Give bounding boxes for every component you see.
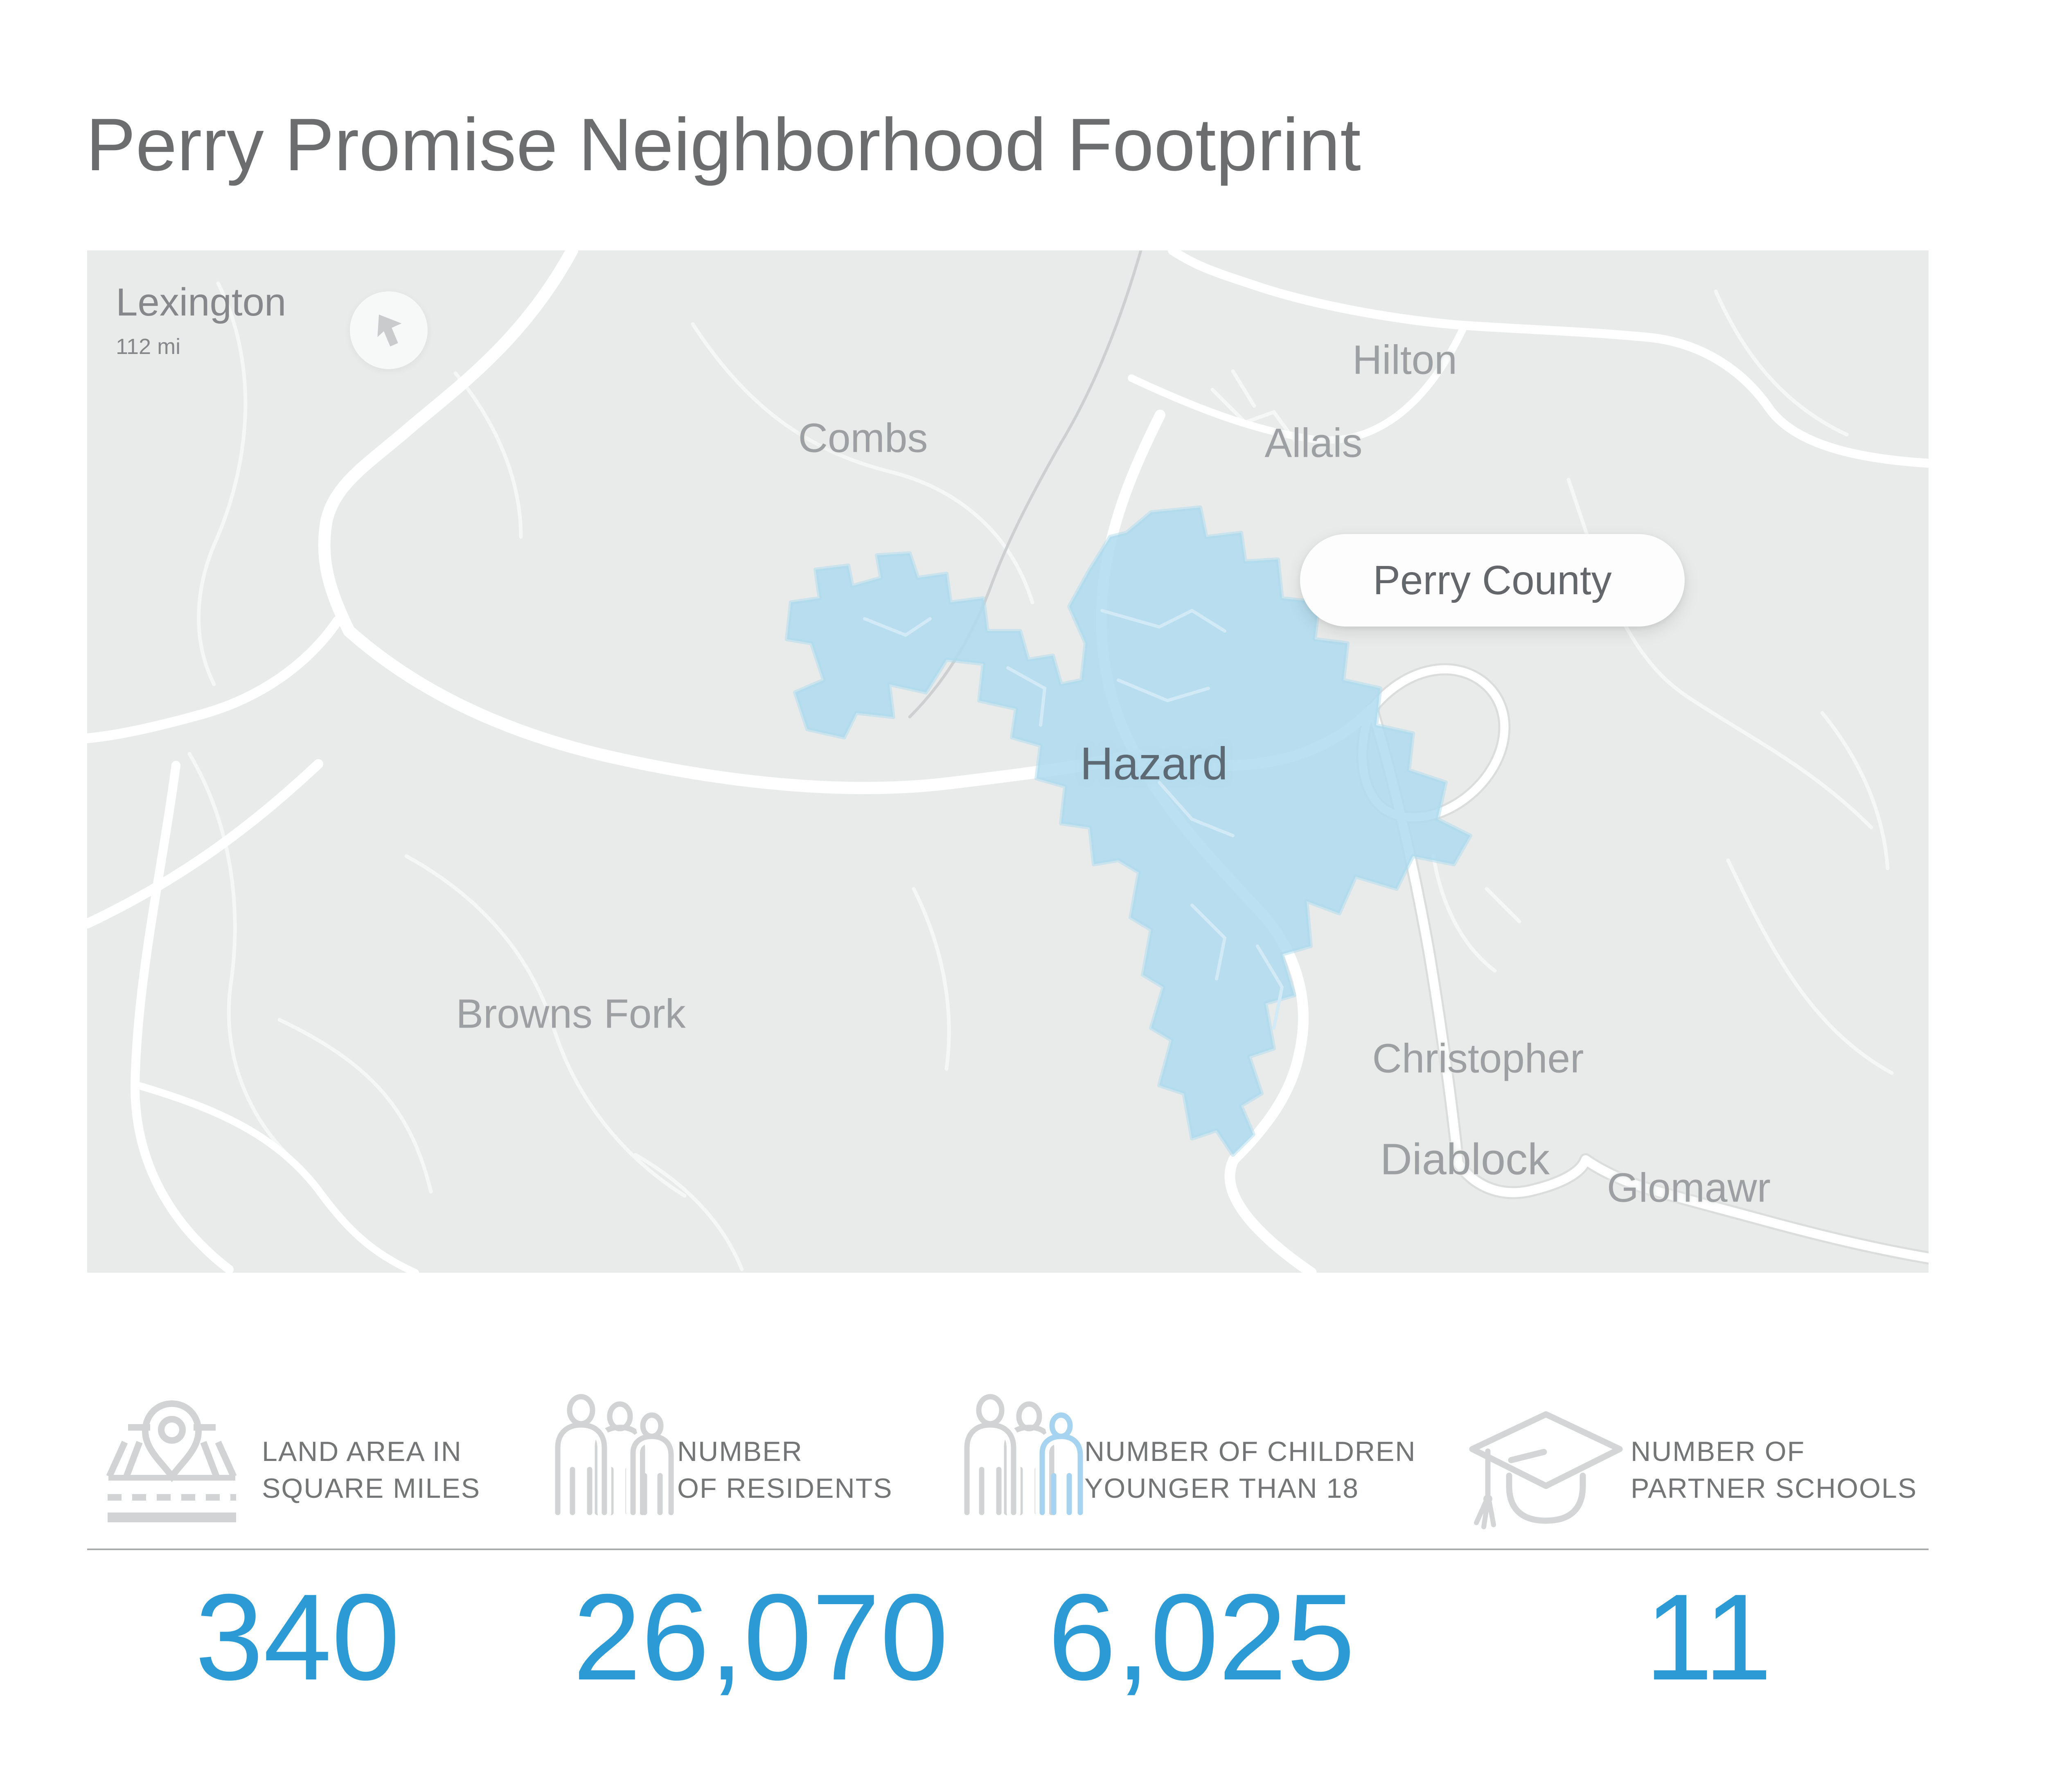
residents-icon bbox=[546, 1390, 681, 1519]
origin-marker: Lexington 112 mi bbox=[116, 280, 286, 359]
county-pill: Perry County bbox=[1300, 534, 1685, 627]
origin-distance-label: 112 mi bbox=[116, 334, 181, 359]
map-label-diablock: Diablock bbox=[1380, 1134, 1550, 1184]
stat-label-line: LAND AREA IN bbox=[262, 1436, 462, 1467]
map-label-hilton: Hilton bbox=[1352, 337, 1457, 383]
stat-label-land-area: LAND AREA IN SQUARE MILES bbox=[262, 1433, 480, 1507]
page-title: Perry Promise Neighborhood Footprint bbox=[86, 103, 1361, 186]
graduation-cap-icon bbox=[1464, 1406, 1628, 1543]
stat-label-partner-schools: NUMBER OF PARTNER SCHOOLS bbox=[1631, 1433, 1917, 1507]
map-label-allais: Allais bbox=[1264, 420, 1363, 466]
stat-value-partner-schools: 11 bbox=[1645, 1568, 1772, 1706]
children-icon bbox=[955, 1390, 1091, 1519]
stat-value-children: 6,025 bbox=[1048, 1568, 1355, 1706]
stat-label-line: YOUNGER THAN 18 bbox=[1084, 1473, 1359, 1504]
county-pill-label: Perry County bbox=[1373, 557, 1612, 603]
map-label-browns-fork: Browns Fork bbox=[456, 991, 686, 1037]
stat-label-line: NUMBER OF CHILDREN bbox=[1084, 1436, 1416, 1467]
map-label-combs: Combs bbox=[798, 415, 928, 461]
stat-label-line: NUMBER OF bbox=[1631, 1436, 1805, 1467]
map-label-glomawr: Glomawr bbox=[1607, 1165, 1771, 1211]
map-canvas: Lexington 112 mi Perry County Combs Hilt… bbox=[87, 250, 1929, 1273]
stat-label-line: PARTNER SCHOOLS bbox=[1631, 1473, 1918, 1504]
stat-label-line: SQUARE MILES bbox=[262, 1473, 481, 1504]
stat-label-line: OF RESIDENTS bbox=[677, 1473, 893, 1504]
origin-city-label: Lexington bbox=[116, 280, 286, 324]
map-label-hazard: Hazard bbox=[1080, 738, 1228, 789]
basemap-roads bbox=[87, 250, 1929, 1273]
northwest-arrow-icon bbox=[350, 291, 428, 369]
stat-label-line: NUMBER bbox=[677, 1436, 803, 1467]
map-label-christopher: Christopher bbox=[1372, 1035, 1584, 1082]
stat-value-residents: 26,070 bbox=[573, 1568, 949, 1706]
stat-value-land-area: 340 bbox=[195, 1568, 400, 1706]
footprint-polygon bbox=[785, 505, 1472, 1157]
stat-label-residents: NUMBER OF RESIDENTS bbox=[677, 1433, 893, 1507]
stat-label-children: NUMBER OF CHILDREN YOUNGER THAN 18 bbox=[1084, 1433, 1416, 1507]
land-area-icon bbox=[104, 1396, 239, 1535]
stats-divider bbox=[87, 1549, 1929, 1550]
